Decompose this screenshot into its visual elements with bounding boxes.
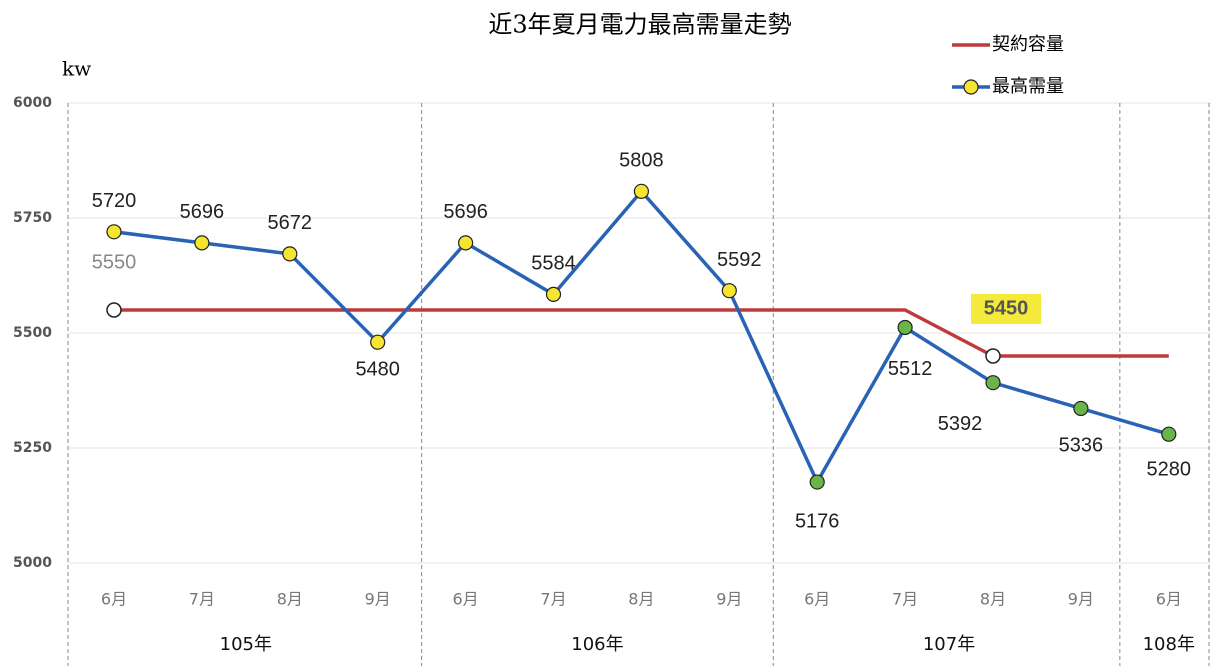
point-marker [458,235,474,251]
value-label: 5176 [795,510,840,532]
value-label: 5584 [531,253,576,275]
group-label: 108年 [1143,634,1195,655]
x-tick-label: 9月 [365,590,391,609]
value-label: 5720 [92,190,137,212]
y-tick-label: 6000 [13,95,52,111]
point-marker [809,474,825,490]
x-tick-label: 6月 [453,590,479,609]
value-label: 5592 [717,249,762,271]
point-marker [633,183,650,199]
y-tick-label: 5250 [13,440,52,456]
y-axis-label: kw [62,57,91,81]
point-marker [106,224,122,240]
x-tick-label: 9月 [716,590,742,609]
point-marker [1073,400,1089,417]
y-tick-label: 5500 [13,325,52,341]
label-highlight [971,294,1041,324]
x-tick-label: 7月 [540,590,566,609]
value-label: 5696 [443,201,488,223]
x-tick-label: 6月 [804,590,830,609]
point-marker [194,235,210,251]
point-marker [985,375,1001,391]
point-marker [106,302,122,318]
point-marker [282,246,298,262]
group-label: 105年 [220,634,272,655]
series-line [113,189,1170,484]
legend-label: 最高需量 [992,76,1064,97]
value-label: 5450 [984,297,1029,319]
value-label: 5672 [268,212,313,234]
value-label: 5696 [180,201,225,223]
point-marker [985,348,1001,364]
point-marker [545,286,562,302]
group-label: 106年 [571,634,623,655]
value-label: 5512 [888,358,933,380]
legend-marker [963,79,979,95]
value-label: 5808 [619,150,664,172]
value-label: 5336 [1059,435,1104,457]
x-tick-label: 6月 [101,590,127,609]
value-label: 5280 [1147,458,1192,480]
x-tick-label: 8月 [277,590,303,609]
value-label: 5392 [938,413,983,435]
chart-title: 近3年夏月電力最高需量走勢 [488,11,791,39]
x-tick-label: 7月 [189,590,215,609]
point-marker [721,283,737,299]
point-marker [370,334,386,350]
group-label: 107年 [923,634,975,655]
x-tick-label: 6月 [1156,590,1182,609]
point-marker [1161,426,1177,442]
value-label: 5480 [355,358,400,380]
x-tick-label: 8月 [628,590,654,609]
point-marker [897,319,913,336]
x-tick-label: 7月 [892,590,918,609]
value-label: 5550 [92,251,137,273]
y-tick-label: 5750 [13,210,52,226]
x-tick-label: 8月 [980,590,1006,609]
y-tick-label: 5000 [13,555,52,571]
x-tick-label: 9月 [1068,590,1094,609]
legend-label: 契約容量 [992,34,1064,55]
